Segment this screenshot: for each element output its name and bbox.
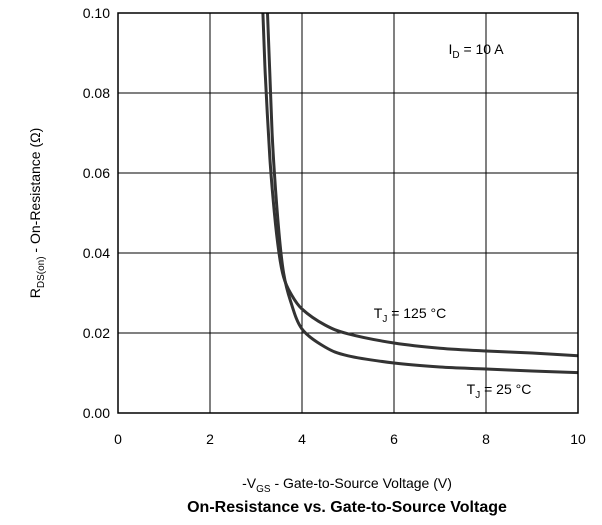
annotation-tj-25: TJ = 25 °C — [467, 381, 532, 401]
y-tick-label: 0.00 — [83, 405, 110, 421]
x-tick-labels: 0 2 4 6 8 10 — [114, 431, 586, 447]
chart-title: On-Resistance vs. Gate-to-Source Voltage — [187, 499, 507, 516]
series-line-2 — [266, 12, 579, 375]
y-tick-labels: 0.00 0.02 0.04 0.06 0.08 0.10 — [83, 5, 110, 421]
plot-frame — [117, 12, 579, 414]
y-axis-label: RDS(on) - On-Resistance (Ω) — [27, 128, 47, 299]
y-tick-label: 0.06 — [83, 165, 110, 181]
plot-area — [118, 13, 578, 413]
x-axis-label: -VGS - Gate-to-Source Voltage (V) — [242, 475, 452, 495]
x-tick-label: 10 — [570, 431, 586, 447]
grid — [118, 13, 578, 413]
x-tick-label: 0 — [114, 431, 122, 447]
y-tick-label: 0.10 — [83, 5, 110, 21]
annotation-drain-current: ID = 10 A — [448, 41, 504, 61]
y-tick-label: 0.08 — [83, 85, 110, 101]
x-tick-label: 2 — [206, 431, 214, 447]
annotation-tj-125: TJ = 125 °C — [374, 305, 446, 325]
x-tick-label: 6 — [390, 431, 398, 447]
y-tick-label: 0.02 — [83, 325, 110, 341]
series-line-1 — [261, 12, 579, 358]
y-tick-label: 0.04 — [83, 245, 110, 261]
curves — [261, 12, 579, 375]
x-tick-label: 4 — [298, 431, 306, 447]
x-tick-label: 8 — [482, 431, 490, 447]
